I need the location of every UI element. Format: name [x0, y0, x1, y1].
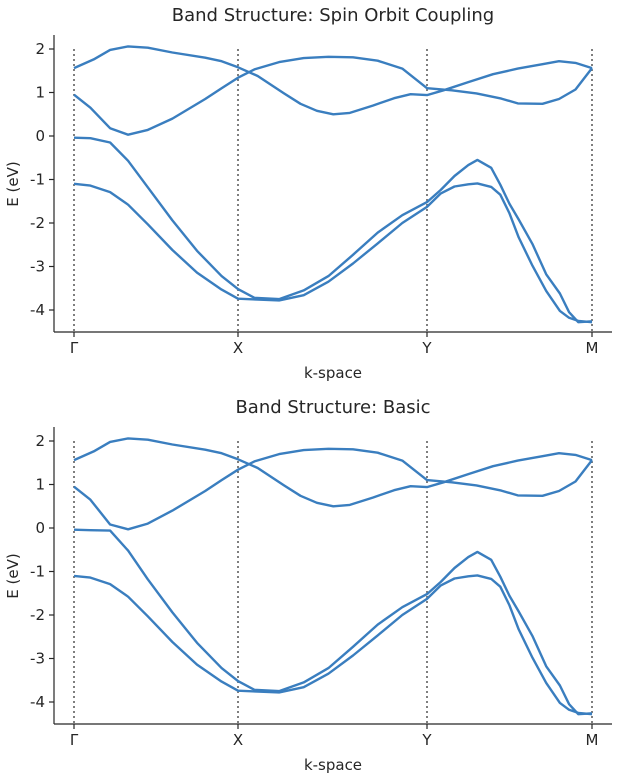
- x-tick-label: Γ: [70, 339, 79, 357]
- y-axis-ticks: 2 1 0 -1 -2 -3 -4: [30, 40, 54, 319]
- band-line-1: [73, 437, 593, 508]
- x-tick-label: Y: [421, 339, 432, 357]
- x-tick-label: Y: [421, 731, 432, 749]
- band-line-4: [73, 574, 593, 716]
- high-symmetry-lines: [73, 441, 593, 724]
- y-tick-label: 0: [35, 127, 45, 145]
- y-tick-label: -3: [30, 258, 45, 276]
- y-tick-label: -4: [30, 301, 45, 319]
- y-tick-label: -4: [30, 693, 45, 711]
- band-line-2: [73, 447, 593, 531]
- x-axis-label: k-space: [304, 756, 362, 774]
- y-tick-label: -2: [30, 606, 45, 624]
- y-tick-label: 2: [35, 40, 45, 58]
- band-line-2: [73, 55, 593, 136]
- x-tick-label: M: [586, 339, 599, 357]
- y-tick-label: -1: [30, 563, 45, 581]
- x-axis-label: k-space: [304, 364, 362, 382]
- chart-title: Band Structure: Spin Orbit Coupling: [172, 5, 494, 26]
- y-tick-label: 1: [35, 476, 45, 494]
- y-axis-label: E (eV): [4, 553, 22, 598]
- band-lines: [73, 45, 593, 324]
- x-tick-label: Γ: [70, 731, 79, 749]
- y-tick-label: 1: [35, 84, 45, 102]
- band-line-1: [73, 45, 593, 116]
- y-tick-label: -3: [30, 650, 45, 668]
- x-tick-label: X: [233, 731, 243, 749]
- x-tick-label: M: [586, 731, 599, 749]
- high-symmetry-lines: [73, 49, 593, 332]
- y-axis-ticks: 2 1 0 -1 -2 -3 -4: [30, 432, 54, 711]
- band-line-3: [73, 528, 593, 716]
- y-tick-label: 2: [35, 432, 45, 450]
- chart-panel-basic: Band Structure: Basic 2 1 0 -1 -2 -3 -4 Γ X Y M k…: [4, 397, 612, 774]
- band-line-4: [73, 182, 593, 324]
- y-tick-label: -1: [30, 171, 45, 189]
- y-axis-label: E (eV): [4, 161, 22, 206]
- chart-title: Band Structure: Basic: [235, 397, 430, 418]
- chart-panel-spin-orbit: Band Structure: Spin Orbit Coupling 2 1 0 -…: [4, 5, 612, 382]
- y-tick-label: 0: [35, 519, 45, 537]
- band-line-3: [73, 136, 593, 324]
- y-tick-label: -2: [30, 214, 45, 232]
- x-tick-label: X: [233, 339, 243, 357]
- band-lines: [73, 437, 593, 716]
